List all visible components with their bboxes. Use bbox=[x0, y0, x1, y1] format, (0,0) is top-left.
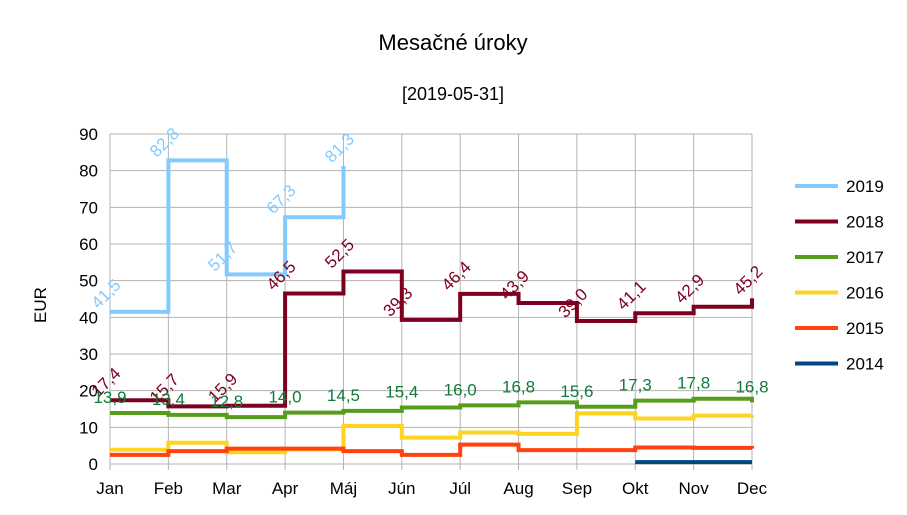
data-label: 45,2 bbox=[730, 262, 767, 299]
data-label: 13,9 bbox=[93, 388, 126, 407]
series-lines bbox=[110, 158, 754, 465]
y-tick-label: 80 bbox=[79, 162, 98, 181]
series-line-2018 bbox=[110, 269, 754, 409]
y-tick-label: 60 bbox=[79, 235, 98, 254]
x-tick-label: Okt bbox=[622, 479, 649, 498]
data-label: 17,3 bbox=[619, 376, 652, 395]
legend-label: 2014 bbox=[846, 355, 884, 374]
y-tick-label: 70 bbox=[79, 198, 98, 217]
series-line-2019 bbox=[110, 158, 346, 314]
x-tick-label: Máj bbox=[330, 479, 357, 498]
x-tick-label: Feb bbox=[154, 479, 183, 498]
data-label: 15,4 bbox=[385, 383, 418, 402]
data-labels: 41,582,851,767,381,317,4 15,7 15,946,552,5… bbox=[88, 124, 769, 411]
y-tick-label: 20 bbox=[79, 382, 98, 401]
x-tick-label: Apr bbox=[272, 479, 299, 498]
data-label: 16,8 bbox=[502, 377, 535, 396]
data-label: 43,9 bbox=[496, 267, 533, 304]
legend: 2019 2018 2017 2016 2015 2014 bbox=[795, 177, 884, 374]
y-axis-label: EUR bbox=[31, 287, 50, 323]
data-label: 14,5 bbox=[327, 386, 360, 405]
legend-label: 2015 bbox=[846, 319, 884, 338]
x-tick-label: Jan bbox=[96, 479, 123, 498]
data-label: 39,3 bbox=[380, 284, 417, 321]
data-label: 67,3 bbox=[263, 181, 300, 218]
y-tick-label: 0 bbox=[89, 455, 98, 474]
data-label: 81,3 bbox=[321, 130, 358, 167]
x-tick-label: Mar bbox=[212, 479, 242, 498]
series-line-2017 bbox=[110, 396, 754, 420]
legend-label: 2016 bbox=[846, 284, 884, 303]
x-tick-label: Aug bbox=[503, 479, 533, 498]
data-label: 15,6 bbox=[560, 382, 593, 401]
data-label: 14,0 bbox=[269, 388, 302, 407]
y-tick-label: 90 bbox=[79, 125, 98, 144]
chart-title: Mesačné úroky bbox=[378, 30, 527, 55]
legend-label: 2019 bbox=[846, 177, 884, 196]
x-tick-label: Júl bbox=[449, 479, 471, 498]
data-label: 82,8 bbox=[146, 124, 183, 161]
data-label: 41,1 bbox=[613, 277, 650, 314]
data-label: 13,4 bbox=[152, 390, 185, 409]
data-label: 39,0 bbox=[555, 285, 592, 322]
data-label: 46,4 bbox=[438, 258, 475, 295]
data-label: 52,5 bbox=[321, 235, 358, 272]
data-label: 16,0 bbox=[444, 380, 477, 399]
y-tick-label: 10 bbox=[79, 418, 98, 437]
data-label: 17,8 bbox=[677, 374, 710, 393]
x-tick-label: Sep bbox=[562, 479, 592, 498]
data-label: 16,8 bbox=[735, 377, 768, 396]
x-tick-label: Dec bbox=[737, 479, 768, 498]
chart-subtitle: [2019-05-31] bbox=[402, 84, 504, 104]
series-line-2015 bbox=[110, 442, 754, 457]
y-tick-label: 50 bbox=[79, 272, 98, 291]
legend-label: 2017 bbox=[846, 248, 884, 267]
y-tick-label: 30 bbox=[79, 345, 98, 364]
x-tick-label: Jún bbox=[388, 479, 415, 498]
y-tick-label: 40 bbox=[79, 308, 98, 327]
x-tick-label: Nov bbox=[679, 479, 710, 498]
data-label: 46,5 bbox=[263, 257, 300, 294]
axis-ticks: 0 10 20 30 40 50 60 70 80 90 Jan Feb Mar Apr Máj Jún Júl… bbox=[79, 125, 768, 498]
data-label: 42,9 bbox=[671, 270, 708, 307]
data-label: 12,8 bbox=[210, 392, 243, 411]
legend-label: 2018 bbox=[846, 213, 884, 232]
